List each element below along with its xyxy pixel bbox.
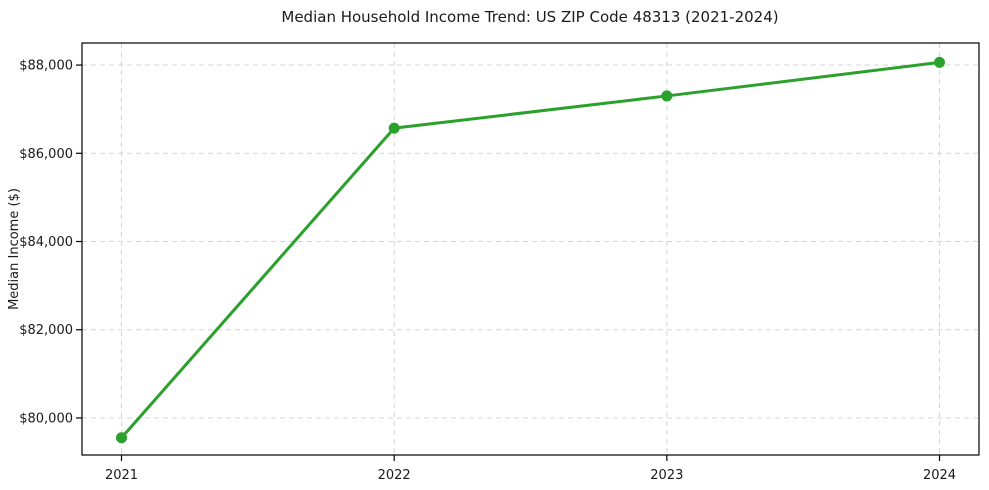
y-tick-label: $82,000 [19,323,73,338]
data-point-2022 [388,122,400,134]
y-tick-label: $80,000 [19,411,73,426]
income-trend-line [120,60,941,440]
plot-border [81,42,980,456]
data-point-2023 [661,90,673,102]
chart-title: Median Household Income Trend: US ZIP Co… [281,8,778,26]
y-tick-label: $84,000 [19,235,73,250]
data-point-2021 [116,432,127,444]
x-tick-label: 2023 [650,468,683,483]
x-tick-label: 2022 [378,468,411,483]
x-tick-label: 2024 [923,468,956,483]
y-tick-label: $88,000 [19,59,73,74]
tick-labels: $80,000 $82,000 $84,000 $86,000 $88,000 2021 2… [19,59,956,483]
y-axis-label: Median Income ($) [7,188,22,310]
axes [76,42,980,461]
gridlines [82,43,979,455]
x-tick-label: 2021 [105,468,138,483]
series-layer [116,56,945,444]
data-point-2024 [934,56,945,68]
y-tick-label: $86,000 [19,147,73,162]
